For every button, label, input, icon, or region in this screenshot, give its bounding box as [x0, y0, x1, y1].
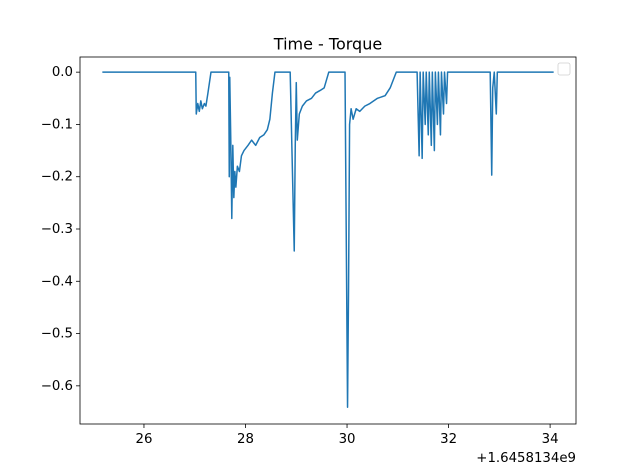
x-tick-label: 30	[339, 432, 356, 447]
y-tick-label: −0.4	[41, 274, 73, 289]
y-tick-label: −0.5	[41, 327, 73, 342]
data-line	[102, 71, 554, 409]
y-tick-label: 0.0	[52, 65, 73, 80]
x-tick-label: 34	[542, 432, 559, 447]
plot-frame	[79, 56, 577, 425]
y-tick-label: −0.2	[41, 170, 73, 185]
x-tick-label: 32	[440, 432, 457, 447]
chart-title: Time - Torque	[273, 35, 382, 54]
x-offset-label: +1.6458134e9	[476, 451, 576, 466]
y-tick-label: −0.6	[41, 379, 73, 394]
legend-box	[557, 62, 571, 76]
y-tick-label: −0.3	[41, 222, 73, 237]
y-tick-label: −0.1	[41, 117, 73, 132]
x-tick-label: 28	[237, 432, 254, 447]
x-tick-label: 26	[136, 432, 153, 447]
